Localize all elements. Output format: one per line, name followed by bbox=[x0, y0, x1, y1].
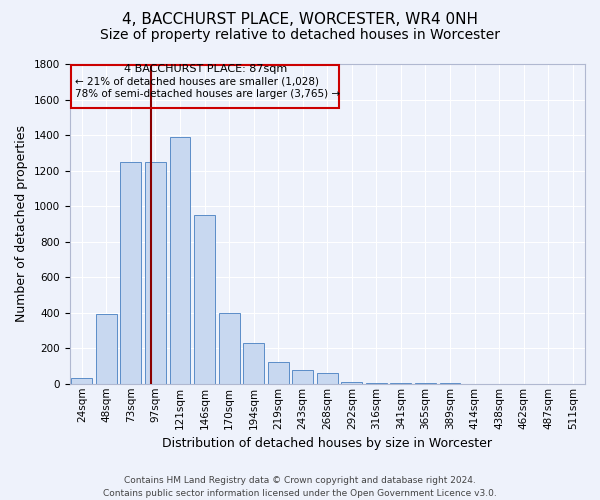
Text: 4, BACCHURST PLACE, WORCESTER, WR4 0NH: 4, BACCHURST PLACE, WORCESTER, WR4 0NH bbox=[122, 12, 478, 28]
X-axis label: Distribution of detached houses by size in Worcester: Distribution of detached houses by size … bbox=[162, 437, 492, 450]
Y-axis label: Number of detached properties: Number of detached properties bbox=[15, 126, 28, 322]
Bar bbox=[366, 383, 387, 384]
Bar bbox=[218, 312, 239, 384]
Bar bbox=[170, 137, 190, 384]
Bar bbox=[145, 162, 166, 384]
Bar bbox=[121, 162, 142, 384]
Text: 78% of semi-detached houses are larger (3,765) →: 78% of semi-detached houses are larger (… bbox=[75, 89, 340, 99]
Bar bbox=[341, 382, 362, 384]
Text: Size of property relative to detached houses in Worcester: Size of property relative to detached ho… bbox=[100, 28, 500, 42]
Bar bbox=[243, 343, 264, 384]
Bar bbox=[317, 373, 338, 384]
Bar bbox=[268, 362, 289, 384]
Text: Contains HM Land Registry data © Crown copyright and database right 2024.
Contai: Contains HM Land Registry data © Crown c… bbox=[103, 476, 497, 498]
Bar bbox=[96, 314, 117, 384]
Text: 4 BACCHURST PLACE: 87sqm: 4 BACCHURST PLACE: 87sqm bbox=[124, 64, 287, 74]
Bar bbox=[292, 370, 313, 384]
Bar bbox=[71, 378, 92, 384]
Bar bbox=[391, 383, 412, 384]
Bar bbox=[194, 215, 215, 384]
Text: ← 21% of detached houses are smaller (1,028): ← 21% of detached houses are smaller (1,… bbox=[75, 77, 319, 87]
